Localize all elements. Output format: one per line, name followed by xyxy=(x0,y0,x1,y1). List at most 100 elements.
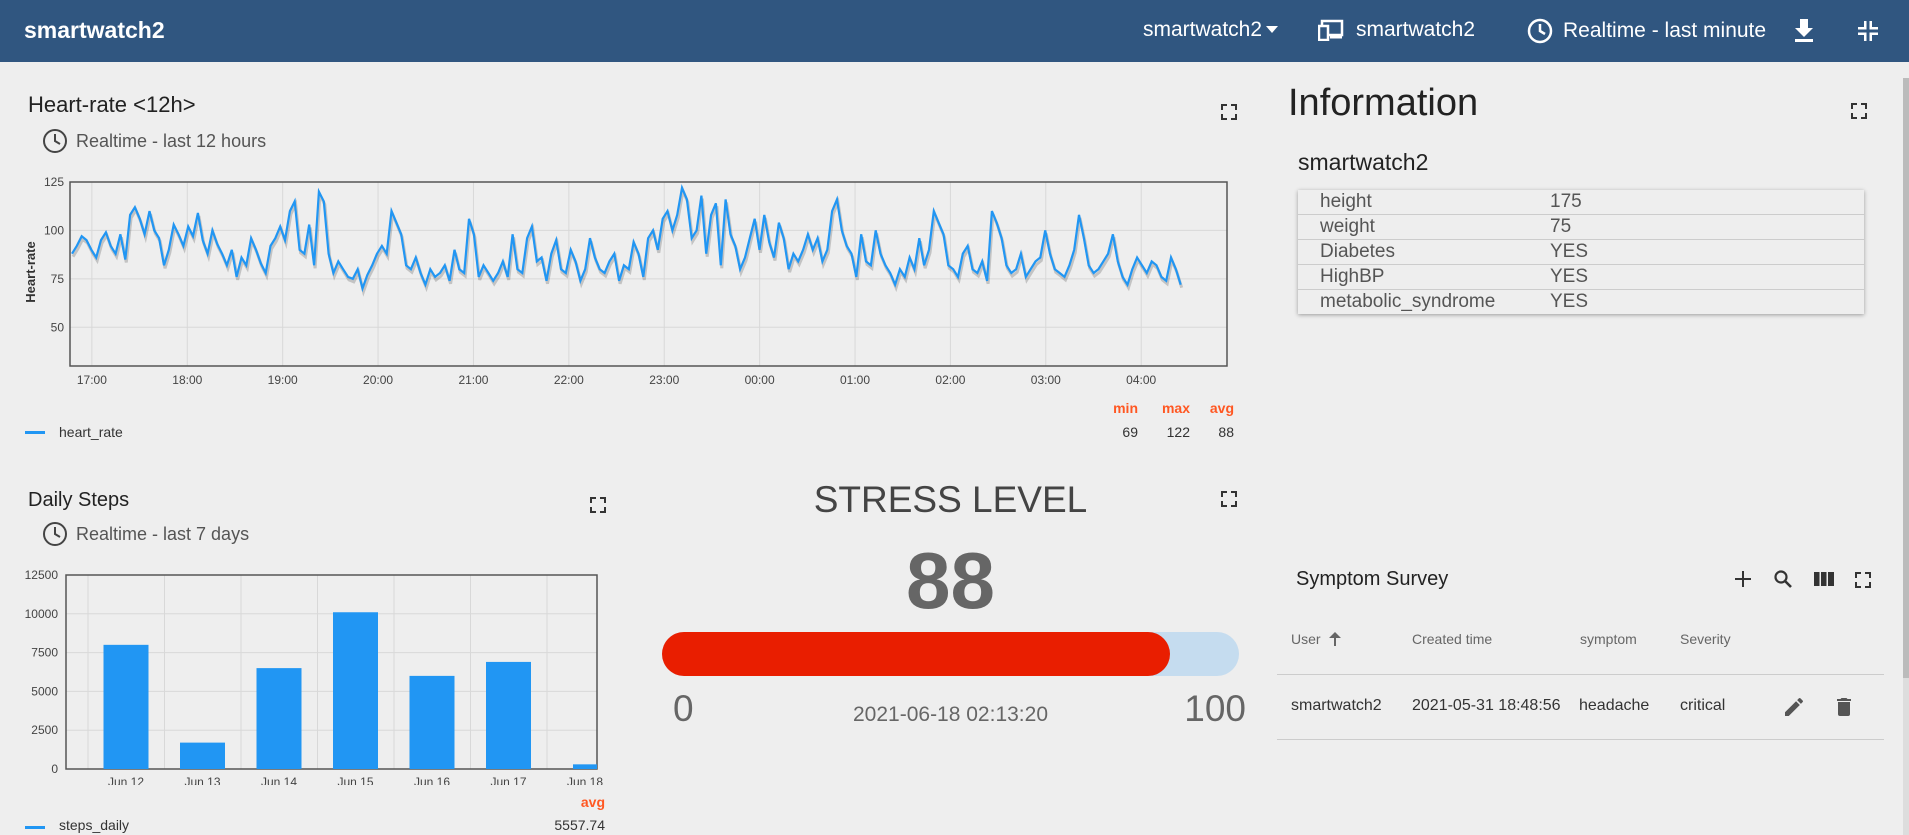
entity-selector[interactable]: smartwatch2 xyxy=(1143,18,1279,42)
info-row-diabetes: Diabetes YES xyxy=(1298,240,1864,265)
stress-level-value: 88 xyxy=(906,536,995,625)
daily-steps-timewindow: Realtime - last 7 days xyxy=(42,521,249,547)
info-row-highbp: HighBP YES xyxy=(1298,265,1864,290)
heart-rate-x-tick: 01:00 xyxy=(840,373,870,387)
table-header-divider xyxy=(1277,674,1884,675)
search-button[interactable] xyxy=(1774,570,1792,593)
devices-icon xyxy=(1318,19,1344,41)
fullscreen-exit-icon xyxy=(1858,21,1878,41)
column-header-user-label: User xyxy=(1291,631,1321,647)
fullscreen-icon xyxy=(1221,104,1237,120)
daily-steps-x-tick: Jun 16 xyxy=(414,775,450,785)
daily-steps-fullscreen-button[interactable] xyxy=(590,497,606,513)
heart-rate-legend-label[interactable]: heart_rate xyxy=(59,424,123,440)
stress-level-fullscreen-button[interactable] xyxy=(1221,491,1237,507)
column-header-user[interactable]: User xyxy=(1291,631,1341,647)
table-row[interactable]: smartwatch2 2021-05-31 18:48:56 headache… xyxy=(1277,675,1884,739)
column-header-severity[interactable]: Severity xyxy=(1680,631,1731,647)
add-button[interactable] xyxy=(1734,570,1752,593)
info-row-height: height 175 xyxy=(1298,190,1864,215)
daily-steps-avg-header: avg xyxy=(580,794,605,810)
timewindow-button[interactable]: Realtime - last minute xyxy=(1527,18,1766,44)
heart-rate-legend-swatch xyxy=(25,431,45,434)
heart-rate-max-value: 122 xyxy=(1166,424,1190,440)
column-header-symptom[interactable]: symptom xyxy=(1580,631,1637,647)
daily-steps-bar xyxy=(409,675,455,769)
daily-steps-y-tick: 2500 xyxy=(31,723,58,737)
info-value: YES xyxy=(1550,241,1589,262)
sort-arrow-up-icon xyxy=(1328,632,1341,646)
device-info[interactable]: smartwatch2 xyxy=(1318,18,1475,42)
daily-steps-y-tick: 7500 xyxy=(31,646,58,660)
edit-button[interactable] xyxy=(1782,695,1806,724)
info-value: 175 xyxy=(1550,191,1582,212)
page-scrollbar-thumb[interactable] xyxy=(1903,78,1909,678)
information-fullscreen-button[interactable] xyxy=(1851,103,1867,119)
delete-button[interactable] xyxy=(1832,695,1856,724)
table-row-divider xyxy=(1277,739,1884,740)
fullscreen-icon xyxy=(1855,572,1871,588)
heart-rate-timewindow: Realtime - last 12 hours xyxy=(42,128,266,154)
daily-steps-x-tick: Jun 18 xyxy=(567,775,603,785)
information-title: Information xyxy=(1288,82,1479,124)
daily-steps-bar xyxy=(573,764,597,769)
stress-level-min: 0 xyxy=(673,688,694,729)
page-scrollbar[interactable] xyxy=(1903,78,1909,835)
survey-fullscreen-button[interactable] xyxy=(1855,572,1871,593)
heart-rate-y-tick: 50 xyxy=(51,320,65,334)
heart-rate-x-tick: 04:00 xyxy=(1126,373,1156,387)
edit-icon xyxy=(1785,697,1804,716)
info-row-metabolic-syndrome: metabolic_syndrome YES xyxy=(1298,290,1864,314)
fullscreen-icon xyxy=(590,497,606,513)
heart-rate-max-header: max xyxy=(1161,400,1190,416)
cell-created-time: 2021-05-31 18:48:56 xyxy=(1412,697,1561,714)
daily-steps-plot-frame xyxy=(65,574,598,770)
info-key: metabolic_syndrome xyxy=(1320,291,1496,312)
clock-icon xyxy=(43,522,67,546)
info-row-weight: weight 75 xyxy=(1298,215,1864,240)
daily-steps-avg-value: 5557.74 xyxy=(554,817,605,833)
info-value: YES xyxy=(1550,266,1589,287)
heart-rate-avg-value: 88 xyxy=(1218,424,1234,440)
daily-steps-bar xyxy=(103,644,149,769)
columns-button[interactable] xyxy=(1814,572,1834,591)
heart-rate-y-axis-label: Heart-rate xyxy=(23,241,38,302)
top-toolbar: smartwatch2 smartwatch2 smartwatch2 Real… xyxy=(0,0,1909,62)
heart-rate-line xyxy=(71,183,1182,293)
info-key: Diabetes xyxy=(1320,241,1395,262)
daily-steps-legend-swatch xyxy=(25,826,45,829)
heart-rate-y-tick: 125 xyxy=(44,175,64,189)
info-key: height xyxy=(1320,191,1372,212)
daily-steps-x-tick: Jun 15 xyxy=(337,775,373,785)
stress-level-timestamp: 2021-06-18 02:13:20 xyxy=(853,703,1048,726)
info-key: HighBP xyxy=(1320,266,1385,287)
cell-severity: critical xyxy=(1680,697,1726,714)
heart-rate-x-tick: 21:00 xyxy=(458,373,488,387)
daily-steps-x-tick: Jun 14 xyxy=(261,775,297,785)
column-header-created-time[interactable]: Created time xyxy=(1412,631,1493,647)
info-value: 75 xyxy=(1550,216,1572,237)
heart-rate-x-tick: 19:00 xyxy=(268,373,298,387)
daily-steps-bar xyxy=(486,661,531,769)
stress-level-title: STRESS LEVEL xyxy=(813,479,1088,520)
exit-fullscreen-button[interactable] xyxy=(1858,21,1878,46)
daily-steps-legend-label[interactable]: steps_daily xyxy=(59,817,130,833)
daily-steps-x-tick: Jun 12 xyxy=(108,775,144,785)
daily-steps-title: Daily Steps xyxy=(28,489,130,511)
daily-steps-y-tick: 10000 xyxy=(25,607,59,621)
heart-rate-fullscreen-button[interactable] xyxy=(1221,104,1237,120)
daily-steps-y-tick: 5000 xyxy=(31,684,58,698)
symptom-survey-title: Symptom Survey xyxy=(1296,568,1449,590)
heart-rate-x-tick: 02:00 xyxy=(935,373,965,387)
download-button[interactable] xyxy=(1794,19,1814,48)
heart-rate-y-tick: 75 xyxy=(51,272,65,286)
clock-icon xyxy=(43,129,67,153)
info-value: YES xyxy=(1550,291,1589,312)
delete-icon xyxy=(1837,698,1851,716)
heart-rate-x-tick: 22:00 xyxy=(554,373,584,387)
clock-icon xyxy=(1527,18,1553,44)
information-entity-name: smartwatch2 xyxy=(1298,149,1429,175)
heart-rate-y-tick: 100 xyxy=(44,223,64,237)
timewindow-label: Realtime - last minute xyxy=(1563,19,1767,42)
daily-steps-chart: 0 2500 5000 7500 10000 12500 Jun 12 Jun 13 Jun … xyxy=(25,568,604,785)
